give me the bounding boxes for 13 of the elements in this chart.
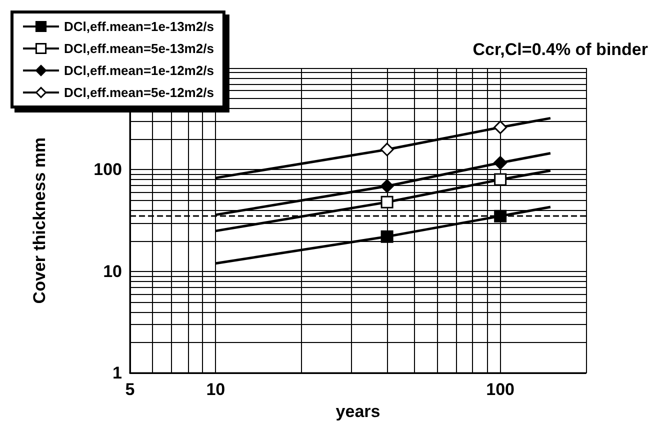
chart-title: Ccr,Cl=0.4% of binder (472, 40, 648, 59)
y-axis-title: Cover thickness mm (30, 137, 49, 304)
x-tick-label: 10 (206, 380, 226, 400)
y-tick-label: 10 (103, 262, 122, 281)
y-tick-label: 1 (112, 364, 122, 383)
x-tick-label: 100 (486, 380, 515, 400)
y-tick-label: 100 (94, 160, 122, 180)
legend-label: DCl,eff.mean=5e-12m2/s (64, 85, 214, 100)
legend-label: DCl,eff.mean=1e-12m2/s (64, 63, 214, 78)
legend-label: DCl,eff.mean=1e-13m2/s (64, 19, 214, 34)
x-tick-label: 5 (125, 380, 135, 400)
x-axis-title: years (336, 402, 380, 421)
legend-label: DCl,eff.mean=5e-13m2/s (64, 41, 214, 56)
